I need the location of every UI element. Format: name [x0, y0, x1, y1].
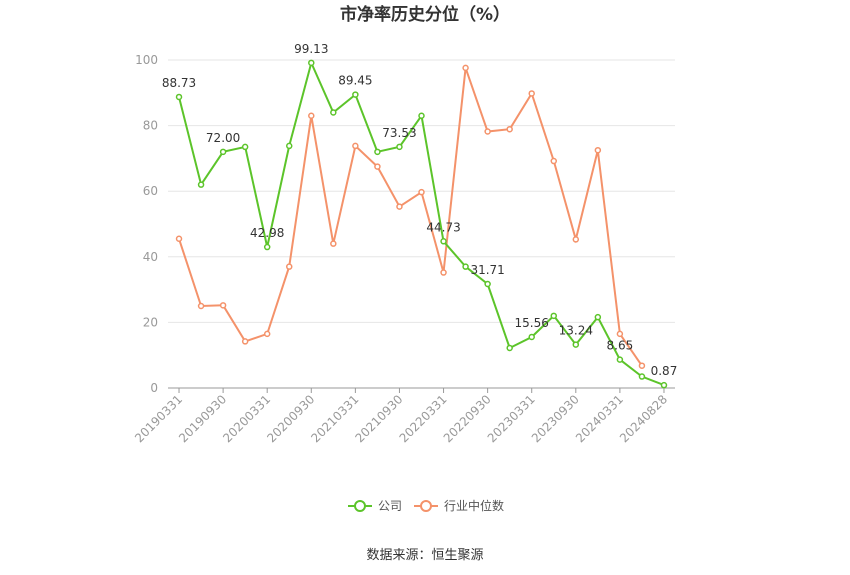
y-tick-label: 0 [150, 381, 158, 395]
data-point[interactable] [352, 91, 359, 98]
x-axis: 2019033120190930202003312020093020210331… [132, 387, 675, 445]
legend-marker-company [354, 500, 366, 512]
data-point[interactable] [330, 240, 337, 247]
data-point[interactable] [462, 263, 469, 270]
legend-marker-industry-median [420, 500, 432, 512]
data-point[interactable] [241, 338, 249, 345]
data-point[interactable] [550, 157, 558, 165]
data-point[interactable] [396, 203, 403, 210]
series-line-industry-median [178, 67, 643, 367]
data-point[interactable] [308, 112, 315, 120]
y-tick-label: 80 [143, 119, 158, 133]
data-label: 99.13 [294, 42, 328, 56]
data-label: 13.24 [559, 324, 593, 338]
x-tick-label: 20240828 [617, 392, 670, 445]
data-point[interactable] [241, 143, 249, 151]
chart-title: 市净率历史分位（%） [340, 4, 510, 25]
legend-item-industry-median[interactable]: 行业中位数 [414, 498, 504, 513]
data-point[interactable] [175, 93, 183, 101]
data-point[interactable] [572, 341, 580, 348]
data-point[interactable] [197, 302, 205, 310]
data-point[interactable] [506, 125, 513, 133]
data-point[interactable] [308, 59, 315, 67]
data-label: 42.98 [250, 226, 284, 240]
legend-item-company[interactable]: 公司 [348, 499, 402, 513]
data-point[interactable] [352, 142, 359, 150]
data-label: 0.87 [651, 364, 678, 378]
data-point[interactable] [638, 362, 646, 369]
data-point[interactable] [418, 112, 425, 120]
data-point[interactable] [528, 333, 535, 341]
data-label: 72.00 [206, 131, 240, 145]
data-point[interactable] [484, 128, 491, 135]
data-point[interactable] [374, 163, 381, 170]
data-point[interactable] [374, 148, 381, 156]
data-label: 89.45 [338, 74, 372, 88]
y-tick-label: 60 [143, 184, 158, 198]
data-point[interactable] [528, 90, 535, 97]
data-point[interactable] [616, 330, 624, 338]
data-label: 15.56 [515, 316, 549, 330]
data-point[interactable] [396, 143, 403, 151]
y-axis: 0 20 40 60 80 100 [135, 53, 158, 395]
data-point[interactable] [660, 381, 668, 389]
data-point[interactable] [462, 64, 469, 72]
data-labels: 88.73 72.00 42.98 99.13 89.45 73.53 44.73 31.71… [162, 42, 677, 378]
data-label: 73.53 [382, 126, 416, 140]
data-point[interactable] [219, 302, 227, 309]
data-source: 数据来源：恒生聚源 [366, 548, 483, 563]
data-point[interactable] [506, 344, 513, 352]
data-label: 8.65 [607, 339, 634, 353]
data-point[interactable] [263, 243, 271, 251]
data-point[interactable] [550, 312, 558, 320]
data-label: 31.71 [470, 263, 504, 277]
data-point[interactable] [638, 373, 646, 380]
y-tick-label: 100 [135, 53, 158, 67]
data-point[interactable] [484, 280, 491, 288]
data-point[interactable] [263, 330, 271, 338]
data-label: 44.73 [426, 220, 460, 234]
data-point[interactable] [440, 269, 447, 276]
data-point[interactable] [594, 313, 602, 321]
legend-label-company: 公司 [378, 499, 402, 513]
legend: 公司 行业中位数 [348, 498, 504, 513]
data-label: 88.73 [162, 76, 196, 90]
data-point[interactable] [616, 356, 624, 363]
legend-label-industry-median: 行业中位数 [444, 498, 504, 513]
data-point[interactable] [594, 146, 602, 154]
data-point[interactable] [175, 235, 183, 243]
data-point[interactable] [440, 238, 447, 245]
data-point[interactable] [219, 148, 227, 156]
data-point[interactable] [330, 109, 337, 116]
data-point[interactable] [572, 236, 580, 243]
series-points [175, 59, 668, 389]
data-point[interactable] [418, 188, 425, 196]
data-point[interactable] [285, 263, 293, 270]
y-tick-label: 40 [143, 250, 158, 264]
y-tick-label: 20 [143, 315, 158, 329]
data-point[interactable] [285, 142, 293, 150]
data-point[interactable] [197, 181, 205, 188]
